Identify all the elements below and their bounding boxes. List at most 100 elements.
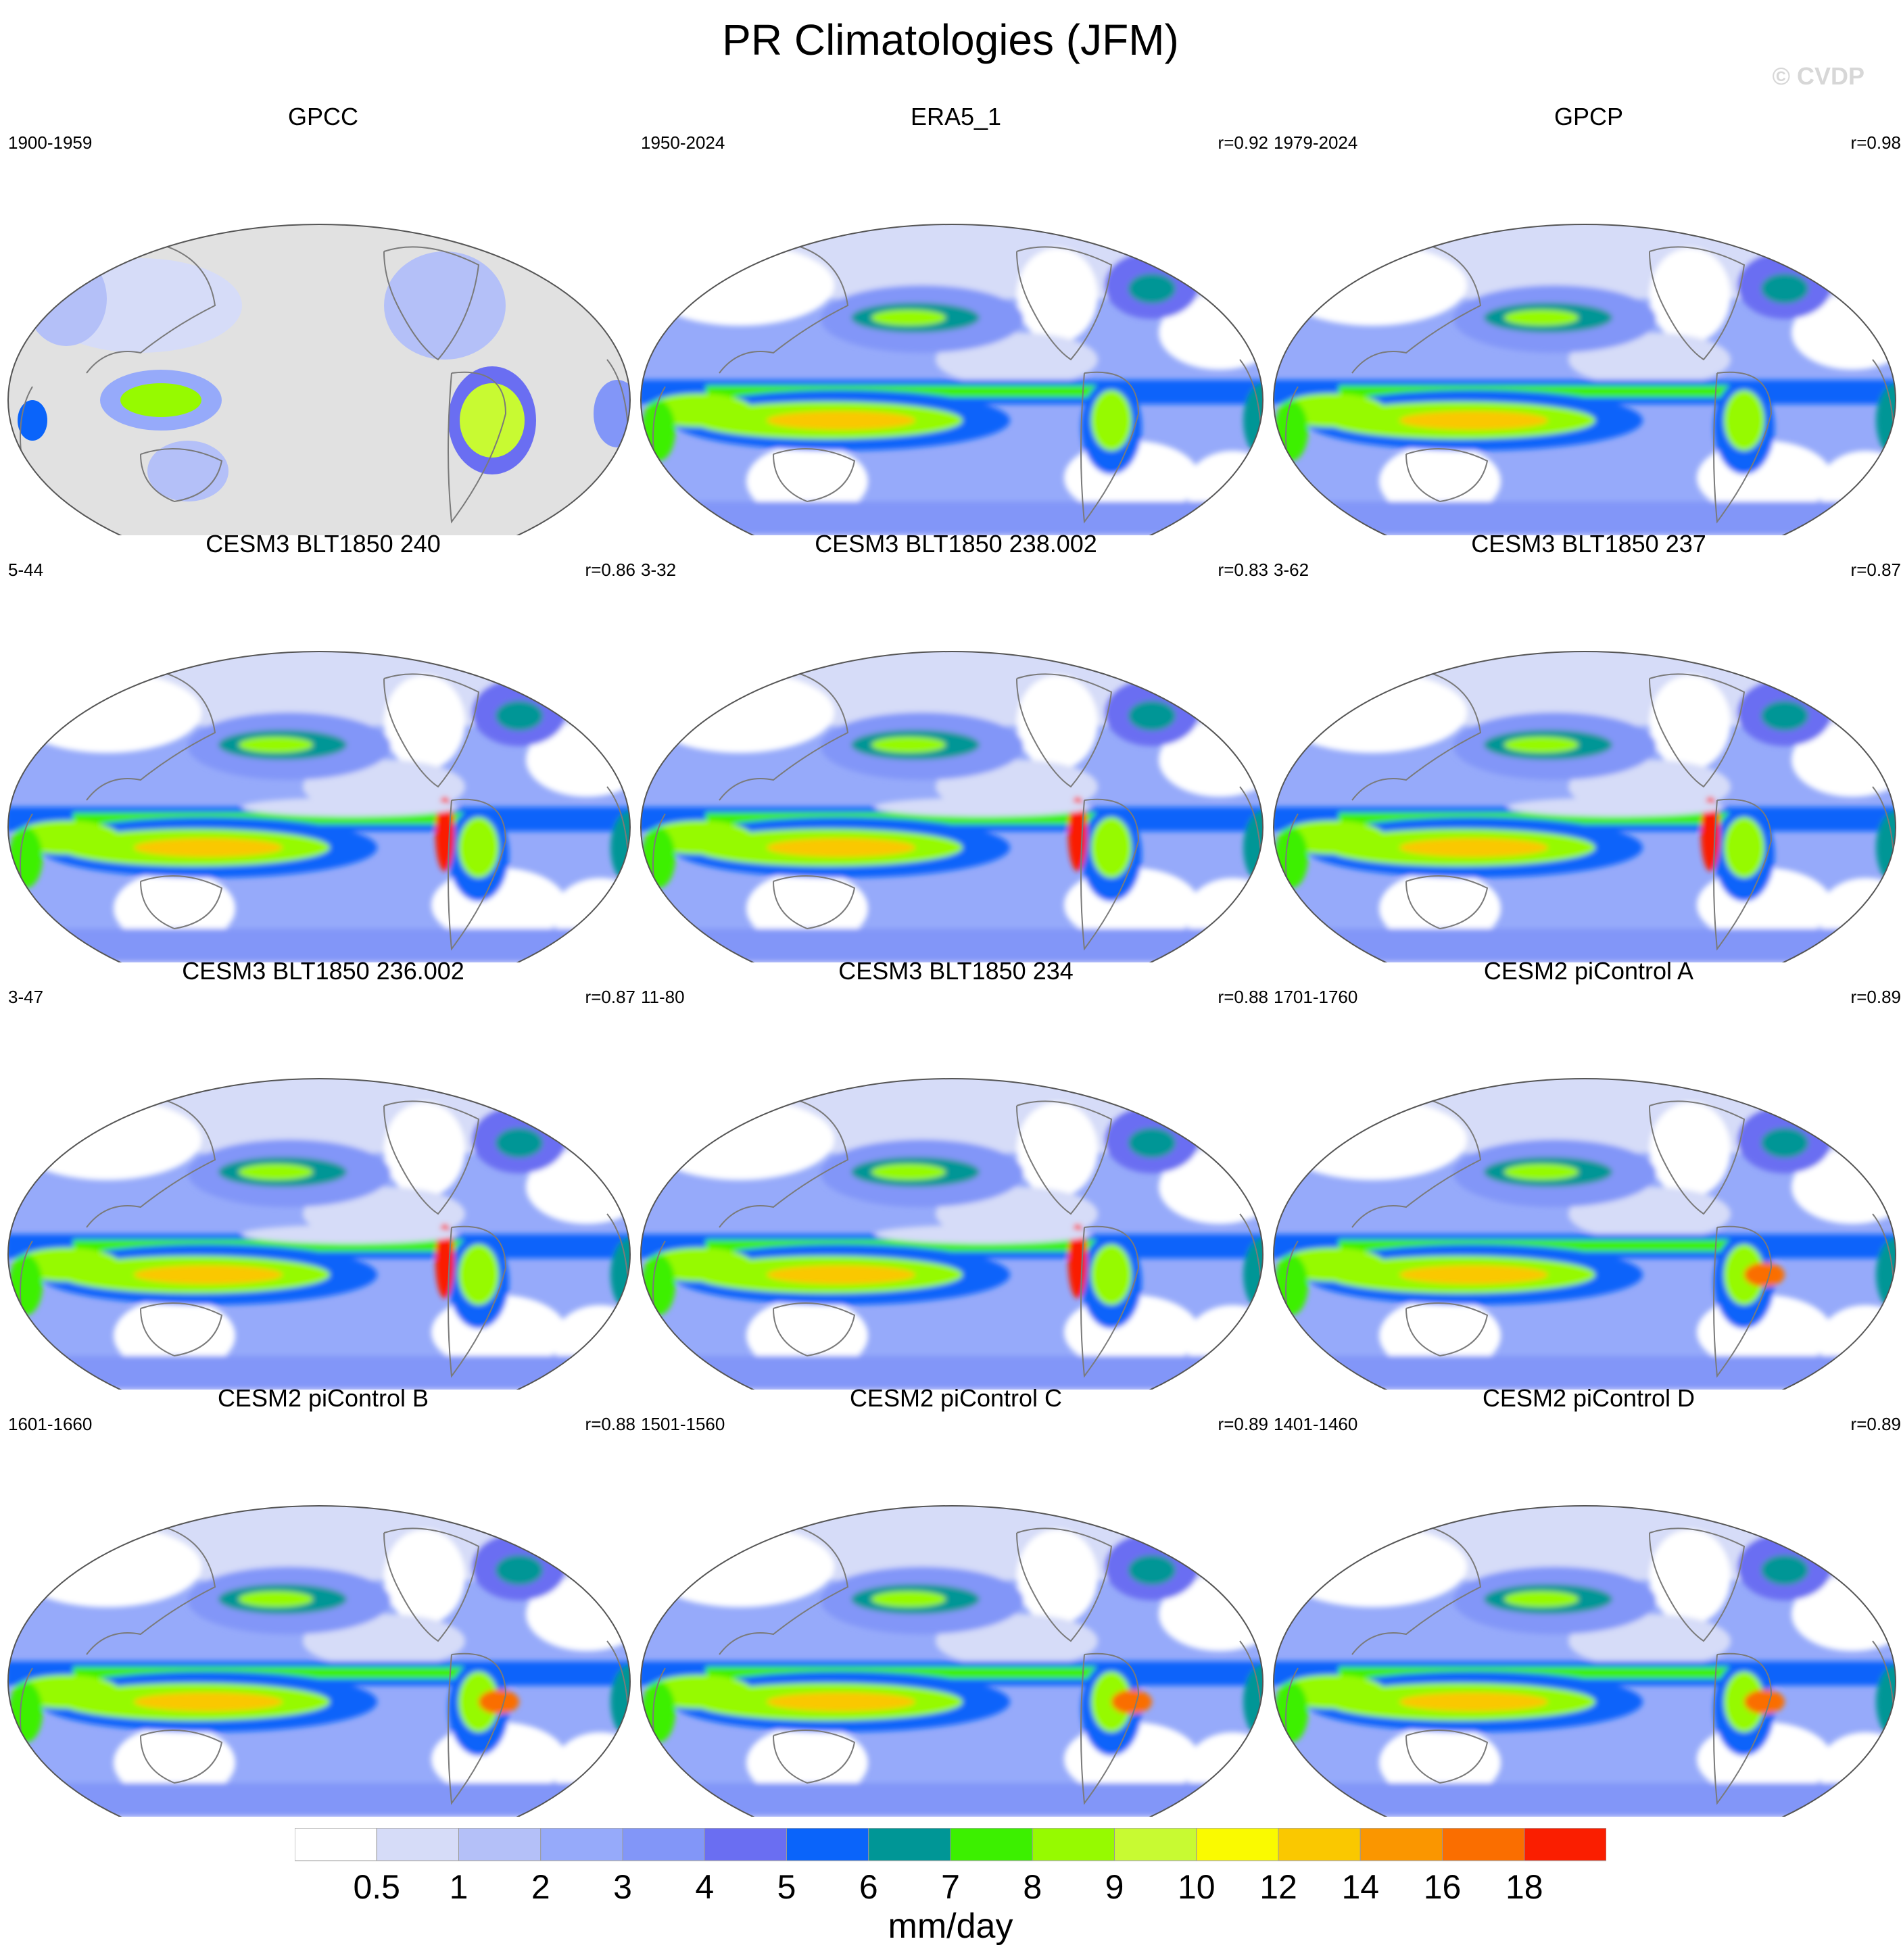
colorbar-swatch bbox=[1196, 1828, 1279, 1861]
dry-north-america bbox=[1017, 675, 1098, 770]
panel-title: CESM3 BLT1850 236.002 bbox=[182, 957, 464, 985]
figure-title: PR Climatologies (JFM) bbox=[722, 16, 1179, 64]
amazon-rain-core bbox=[1091, 817, 1132, 878]
map-panel: CESM2 piControl B 1601-1660 r=0.88 bbox=[5, 1384, 641, 1817]
map-border bbox=[640, 1505, 1264, 1817]
colorbar-swatch bbox=[1278, 1828, 1361, 1861]
southern-storm-belt bbox=[1274, 1783, 1896, 1817]
dry-north-america bbox=[1017, 248, 1098, 343]
africa-rain bbox=[1243, 1665, 1263, 1739]
colorbar-swatch bbox=[1442, 1828, 1525, 1861]
colorbar-tick-label: 0.5 bbox=[353, 1868, 400, 1906]
double-itcz-gap bbox=[242, 798, 458, 816]
panel-title: CESM2 piControl D bbox=[1482, 1384, 1695, 1412]
missing-ocean-fill bbox=[8, 224, 630, 535]
colorbar-tick-label: 16 bbox=[1424, 1868, 1462, 1906]
storm-track-pacific-peak bbox=[871, 310, 946, 326]
dry-north-america bbox=[1650, 248, 1731, 343]
dry-asia bbox=[1278, 245, 1467, 326]
africa-rain bbox=[1876, 383, 1896, 458]
panel-correlation: r=0.92 bbox=[1218, 132, 1268, 153]
map-border bbox=[1273, 224, 1896, 535]
storm-track-atlantic-core bbox=[1128, 1128, 1176, 1158]
amazon-rain-core bbox=[458, 1244, 499, 1305]
panel-period: 11-80 bbox=[641, 987, 685, 1007]
colorbar-tick-label: 7 bbox=[941, 1868, 960, 1906]
warm-pool-peak bbox=[767, 1265, 915, 1284]
storm-track-pacific-peak bbox=[239, 1164, 313, 1180]
africa-rain bbox=[1876, 1238, 1896, 1312]
africa-rain-west bbox=[9, 827, 43, 888]
panel-correlation: r=0.87 bbox=[585, 987, 635, 1007]
dry-asia bbox=[12, 1526, 201, 1607]
cvdp-watermark: © CVDP bbox=[1772, 62, 1864, 90]
dry-north-america bbox=[1650, 1102, 1731, 1197]
panel-title: CESM2 piControl A bbox=[1483, 957, 1694, 985]
southern-storm-belt bbox=[1274, 501, 1896, 535]
map-panel: GPCC 1900-1959 bbox=[5, 103, 641, 535]
dry-asia bbox=[1278, 1099, 1467, 1180]
storm-track-atlantic-core bbox=[1128, 701, 1176, 731]
map-panel: CESM3 BLT1850 240 5-44 r=0.86 bbox=[5, 530, 641, 962]
amazon-rain-peak bbox=[1744, 1690, 1785, 1714]
africa-rain bbox=[1876, 1665, 1896, 1739]
southern-storm-belt bbox=[1274, 929, 1896, 962]
dry-australia bbox=[746, 1298, 868, 1373]
africa-rain-west bbox=[642, 1254, 675, 1315]
map-border bbox=[7, 1078, 631, 1390]
dry-asia bbox=[645, 1526, 834, 1607]
storm-track-atlantic-core bbox=[496, 701, 543, 731]
dry-asia bbox=[1278, 672, 1467, 753]
panel-title: CESM2 piControl B bbox=[217, 1384, 429, 1412]
map-panel: CESM2 piControl D 1401-1460 r=0.89 bbox=[1271, 1384, 1901, 1817]
double-itcz-gap bbox=[1508, 798, 1724, 816]
colorbar-swatch bbox=[704, 1828, 787, 1861]
panel-period: 3-47 bbox=[8, 987, 44, 1007]
map-border bbox=[7, 651, 631, 962]
colorbar-swatch bbox=[1359, 1828, 1443, 1861]
africa-rain bbox=[610, 1238, 630, 1312]
africa-rain-west bbox=[1274, 827, 1308, 888]
colorbar-tick-label: 4 bbox=[695, 1868, 714, 1906]
map-canvas bbox=[1273, 1078, 1896, 1390]
panel-title: CESM3 BLT1850 234 bbox=[838, 957, 1074, 985]
dry-asia bbox=[645, 1099, 834, 1180]
southern-storm-belt bbox=[8, 1783, 630, 1817]
panel-title: CESM3 BLT1850 237 bbox=[1471, 530, 1706, 558]
colorbar-swatch bbox=[1032, 1828, 1115, 1861]
map-panel: CESM3 BLT1850 236.002 3-47 r=0.87 bbox=[5, 957, 641, 1390]
map-panel: CESM3 BLT1850 234 11-80 r=0.88 bbox=[638, 957, 1274, 1390]
colorbar-tick-label: 9 bbox=[1105, 1868, 1124, 1906]
map-border bbox=[7, 224, 631, 535]
colorbar-swatch bbox=[622, 1828, 705, 1861]
andes-rain-peak bbox=[435, 797, 454, 871]
dry-north-america bbox=[384, 1102, 465, 1197]
map-canvas bbox=[7, 1505, 631, 1817]
colorbar-tick-label: 12 bbox=[1259, 1868, 1297, 1906]
map-border bbox=[640, 651, 1264, 962]
storm-track-pacific-peak bbox=[871, 1164, 946, 1180]
amazon-rain-peak bbox=[1111, 1690, 1152, 1714]
colorbar-tick-label: 6 bbox=[859, 1868, 878, 1906]
africa-rain-west bbox=[642, 400, 675, 461]
panel-period: 1950-2024 bbox=[641, 132, 725, 153]
dry-australia bbox=[114, 1298, 235, 1373]
amazon-rain-core bbox=[1091, 1244, 1132, 1305]
colorbar-swatch bbox=[1114, 1828, 1197, 1861]
dry-australia bbox=[746, 444, 868, 518]
map-panel: CESM2 piControl A 1701-1760 r=0.89 bbox=[1271, 957, 1901, 1390]
dry-north-america bbox=[384, 675, 465, 770]
southern-storm-belt bbox=[641, 1783, 1263, 1817]
double-itcz-gap bbox=[875, 798, 1091, 816]
storm-track-atlantic-core bbox=[1128, 1555, 1176, 1585]
panel-period: 1979-2024 bbox=[1274, 132, 1358, 153]
map-panel: GPCP 1979-2024 r=0.98 bbox=[1271, 103, 1901, 535]
southern-storm-belt bbox=[641, 929, 1263, 962]
warm-pool-peak bbox=[767, 411, 915, 430]
land-precip-east-asia bbox=[26, 251, 107, 346]
colorbar-swatch bbox=[458, 1828, 542, 1861]
amazon-rain-core bbox=[1724, 817, 1764, 878]
panel-period: 5-44 bbox=[8, 560, 44, 580]
africa-rain bbox=[1876, 810, 1896, 885]
africa-rain bbox=[610, 810, 630, 885]
